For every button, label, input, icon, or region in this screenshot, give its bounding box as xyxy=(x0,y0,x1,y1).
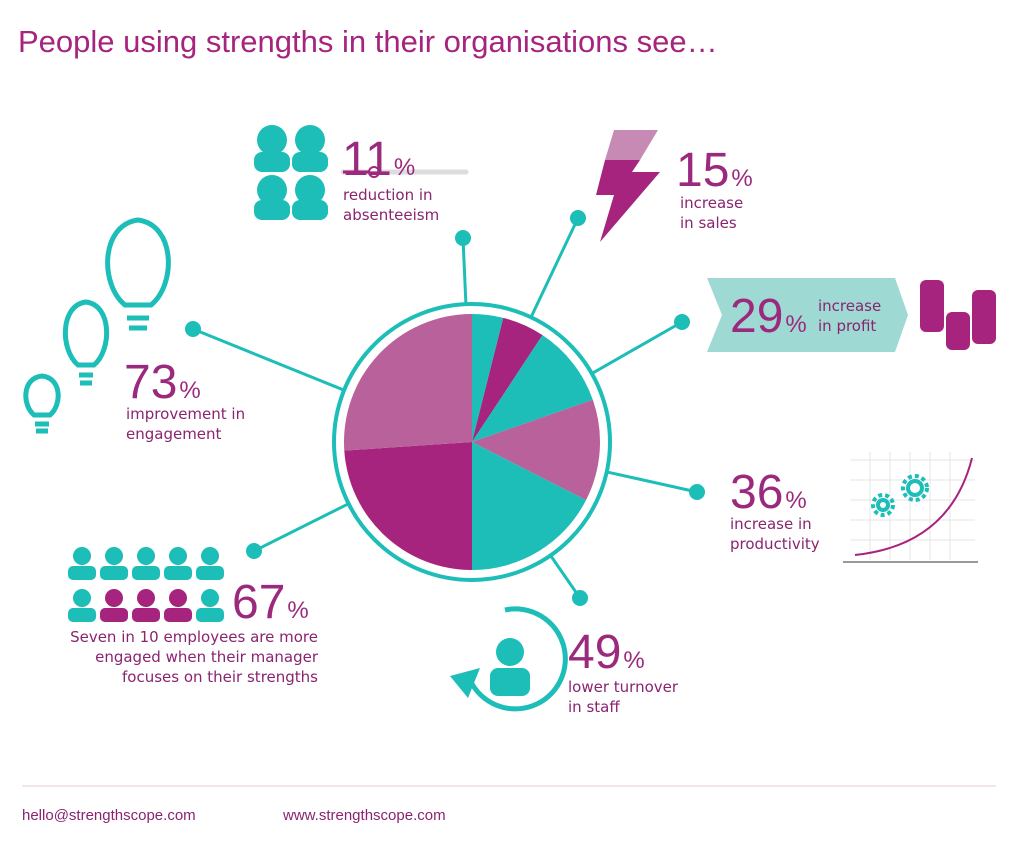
pie-slice xyxy=(472,335,593,442)
pie-slice xyxy=(472,399,601,501)
gears-icon xyxy=(871,474,929,517)
stat-unit: % xyxy=(785,487,806,514)
connector-dot xyxy=(185,321,201,337)
person-head xyxy=(73,589,91,607)
stat-value: 11 xyxy=(342,133,392,186)
bolt-top xyxy=(605,130,658,160)
stat-value: 73 xyxy=(124,356,177,409)
people-icon xyxy=(254,125,328,220)
stat-description: focuses on their strengths xyxy=(122,668,318,686)
stat-description: improvement in xyxy=(126,405,245,423)
stat-unit: % xyxy=(179,377,200,404)
stat-description: productivity xyxy=(730,535,820,553)
stat-description: lower turnover xyxy=(568,678,679,696)
banner xyxy=(707,278,908,352)
stat-description: increase in xyxy=(730,515,812,533)
stat-description: Seven in 10 employees are more xyxy=(70,628,318,646)
person-body xyxy=(68,608,96,622)
footer-email: hello@strengthscope.com xyxy=(22,807,196,824)
person-body xyxy=(164,566,192,580)
stat-description: increase xyxy=(818,297,881,315)
connector xyxy=(192,327,345,392)
person-head xyxy=(105,589,123,607)
stat-unit: % xyxy=(731,165,752,192)
stat-description: in sales xyxy=(680,214,737,232)
connector xyxy=(253,502,350,553)
stat-value: 15 xyxy=(676,144,729,197)
graph-grid xyxy=(850,452,975,560)
stat-unit: % xyxy=(287,597,308,624)
stat-description: in profit xyxy=(818,317,876,335)
connector-dot xyxy=(572,590,588,606)
connector-dot xyxy=(570,210,586,226)
stat-description: reduction in xyxy=(343,186,433,204)
person-head xyxy=(105,547,123,565)
person-body xyxy=(100,566,128,580)
bulbs-icon xyxy=(23,217,171,434)
stat-description: engagement xyxy=(126,425,222,443)
person-head xyxy=(137,547,155,565)
stat-description: in staff xyxy=(568,698,620,716)
connector xyxy=(529,217,580,318)
bolt-bottom xyxy=(596,160,660,242)
person-body xyxy=(164,608,192,622)
stat-unit: % xyxy=(623,647,644,674)
person-head xyxy=(201,589,219,607)
person-body xyxy=(196,608,224,622)
stat-description: increase xyxy=(680,194,743,212)
person-head xyxy=(201,547,219,565)
person-head xyxy=(73,547,91,565)
person-head xyxy=(496,638,524,666)
connector-dot xyxy=(674,314,690,330)
title: People using strengths in their organisa… xyxy=(18,24,718,59)
connector-dot xyxy=(689,484,705,500)
person-head xyxy=(137,589,155,607)
arrow-head xyxy=(450,668,480,698)
stat-description: engaged when their manager xyxy=(95,648,319,666)
connector xyxy=(591,320,683,375)
stat-unit: % xyxy=(394,154,415,181)
coins-icon xyxy=(920,280,996,350)
person-body xyxy=(132,608,160,622)
connector-dot xyxy=(455,230,471,246)
slider-knob xyxy=(368,166,380,178)
footer-website: www.strengthscope.com xyxy=(282,807,446,824)
pie-ring xyxy=(332,302,612,582)
person-head xyxy=(169,547,187,565)
connector xyxy=(549,554,582,599)
cycle-arrow xyxy=(467,606,568,712)
connector xyxy=(606,470,698,494)
stat-value: 29 xyxy=(730,290,783,343)
stat-value: 49 xyxy=(568,626,621,679)
pie-slice xyxy=(472,314,504,442)
person-head xyxy=(169,589,187,607)
people-grid xyxy=(68,547,224,622)
pie-slice xyxy=(472,442,587,570)
stat-value: 36 xyxy=(730,466,783,519)
person-body xyxy=(132,566,160,580)
stat-description: absenteeism xyxy=(343,206,439,224)
stat-unit: % xyxy=(785,311,806,338)
person-body xyxy=(100,608,128,622)
growth-curve xyxy=(854,457,973,556)
pie-slice xyxy=(344,314,472,451)
person-body xyxy=(68,566,96,580)
connector-dot xyxy=(246,543,262,559)
pie-slice xyxy=(472,317,543,442)
pie-slice xyxy=(344,442,472,570)
person-body xyxy=(196,566,224,580)
stat-value: 67 xyxy=(232,576,285,629)
person-body xyxy=(490,668,530,696)
connector xyxy=(461,237,468,305)
